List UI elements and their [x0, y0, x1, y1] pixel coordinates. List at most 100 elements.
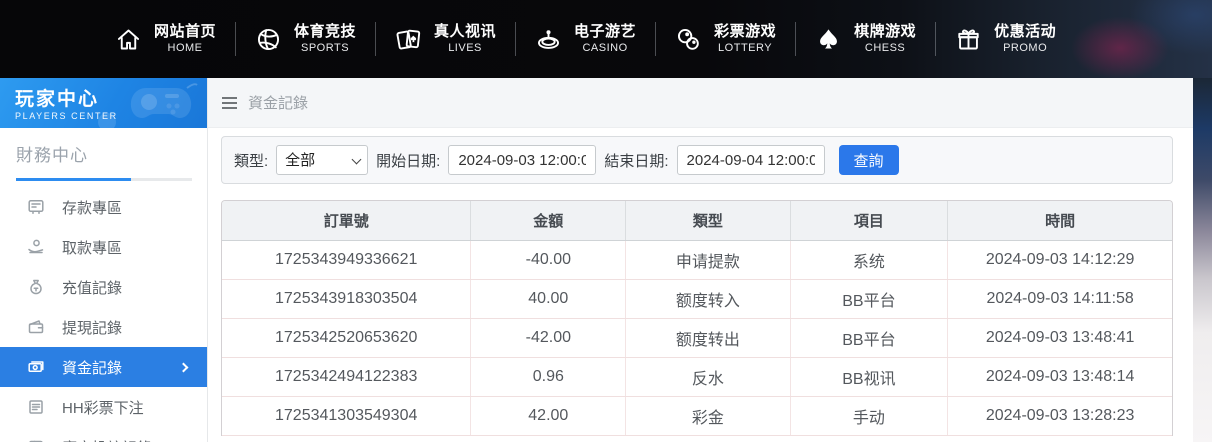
gamepad-decoration-icon — [98, 83, 198, 128]
cell-type: 反水 — [625, 357, 791, 397]
start-date-label: 開始日期: — [376, 152, 441, 170]
nav-label-en: LOTTERY — [718, 41, 773, 54]
cell-time: 2024-09-03 14:11:58 — [947, 279, 1172, 319]
cell-type: 额度转入 — [625, 279, 791, 319]
cell-type: 彩金 — [625, 396, 791, 436]
top-nav: 网站首页 HOME 体育竞技 SPORTS 真人视讯 LIVES 电子游艺 — [0, 0, 1212, 78]
column-header-time: 時間 — [947, 201, 1172, 241]
table-row: 1725343918303504 40.00 额度转入 BB平台 2024-09… — [222, 279, 1172, 319]
cell-time: 2024-09-03 13:28:23 — [947, 396, 1172, 436]
sidebar-item-label: 提現記錄 — [62, 319, 123, 337]
table-row: 1725341303549304 42.00 彩金 手动 2024-09-03 … — [222, 396, 1172, 436]
banknotes-icon — [28, 361, 44, 373]
sidebar-item-label: 存款專區 — [62, 199, 123, 217]
cell-item: 系统 — [789, 240, 948, 280]
nav-item-promo[interactable]: 优惠活动 PROMO — [936, 0, 1075, 78]
lottery-balls-icon — [678, 28, 699, 50]
sidebar-title: 玩家中心 — [15, 89, 100, 110]
sidebar-item-withdrawal-record[interactable]: 提現記錄 — [0, 307, 207, 347]
nav-item-lottery[interactable]: 彩票游戏 LOTTERY — [656, 0, 795, 78]
cell-time: 2024-09-03 14:12:29 — [947, 240, 1172, 280]
room-list-icon — [29, 440, 43, 442]
sidebar-item-room-bet-record[interactable]: 廳室投註記錄 — [0, 427, 207, 442]
cell-order-id: 1725342520653620 — [222, 318, 471, 358]
nav-label-en: LIVES — [448, 41, 482, 54]
finance-section-title: 財務中心 — [16, 146, 88, 165]
end-date-label: 結束日期: — [604, 152, 669, 170]
players-center-header: 玩家中心 PLAYERS CENTER — [0, 78, 207, 128]
sidebar-item-withdraw-zone[interactable]: 取款專區 — [0, 227, 207, 267]
cell-order-id: 1725341303549304 — [222, 396, 471, 436]
cards-icon — [396, 29, 421, 49]
nav-divider — [375, 22, 377, 56]
column-header-type: 類型 — [625, 201, 791, 241]
sidebar-item-hh-lottery-bets[interactable]: HH彩票下注 — [0, 387, 207, 427]
chevron-right-icon — [178, 362, 189, 372]
cell-type: 申请提款 — [625, 240, 791, 280]
sidebar-item-deposit-zone[interactable]: 存款專區 — [0, 187, 207, 227]
nav-item-lives[interactable]: 真人视讯 LIVES — [376, 0, 515, 78]
ball-icon — [257, 28, 280, 50]
cell-amount: 42.00 — [470, 396, 626, 436]
section-rule — [16, 178, 192, 181]
gift-icon — [958, 29, 979, 49]
column-header-amount: 金額 — [470, 201, 626, 241]
start-date-input[interactable] — [448, 145, 597, 175]
nav-item-home[interactable]: 网站首页 HOME — [96, 0, 235, 78]
sidebar-item-recharge-record[interactable]: 充值記錄 — [0, 267, 207, 307]
type-select[interactable]: 全部 — [276, 145, 369, 175]
nav-item-sports[interactable]: 体育竞技 SPORTS — [236, 0, 375, 78]
nav-divider — [935, 22, 937, 56]
cell-amount: 40.00 — [470, 279, 626, 319]
money-bag-icon — [30, 279, 42, 295]
cell-order-id: 1725342494122383 — [222, 357, 471, 397]
search-button[interactable]: 查詢 — [838, 145, 899, 175]
sidebar-item-label: 廳室投註記錄 — [62, 437, 193, 442]
end-date-input[interactable] — [676, 145, 825, 175]
cell-amount: -42.00 — [470, 318, 626, 358]
menu-icon[interactable] — [222, 96, 237, 109]
nav-label-zh: 真人视讯 — [434, 22, 497, 40]
ticket-list-icon — [29, 400, 43, 414]
sidebar-item-label: HH彩票下注 — [62, 399, 144, 417]
hand-coin-icon — [28, 239, 44, 254]
nav-label-zh: 优惠活动 — [994, 22, 1057, 40]
type-label: 類型: — [234, 152, 269, 170]
sidebar: 玩家中心 PLAYERS CENTER 財務中心 存款專區 取款專區 — [0, 78, 208, 442]
page-title: 資金記錄 — [248, 95, 309, 112]
nav-divider — [795, 22, 797, 56]
sidebar-item-label: 資金記錄 — [62, 359, 123, 377]
background-strip — [1193, 78, 1212, 442]
column-header-item: 項目 — [789, 201, 948, 241]
nav-label-en: CHESS — [864, 41, 906, 54]
nav-divider — [655, 22, 657, 56]
sidebar-item-funds-record[interactable]: 資金記錄 — [0, 347, 207, 387]
cell-type: 额度转出 — [625, 318, 791, 358]
home-icon — [117, 29, 140, 49]
main-content: 資金記錄 類型: 全部 開始日期: 結束日期: 查詢 — [208, 78, 1193, 442]
cell-order-id: 1725343918303504 — [222, 279, 471, 319]
cell-item: 手动 — [789, 396, 948, 436]
funds-record-table: 訂單號 金額 類型 項目 時間 1725343949336621 -40.00 — [221, 200, 1173, 436]
column-header-order-id: 訂單號 — [222, 201, 471, 241]
table-header-row: 訂單號 金額 類型 項目 時間 — [222, 201, 1172, 241]
table-row: 1725342520653620 -42.00 额度转出 BB平台 2024-0… — [222, 318, 1172, 358]
nav-label-en: CASINO — [582, 41, 628, 54]
spade-icon — [820, 28, 838, 48]
cell-item: BB视讯 — [789, 357, 948, 397]
nav-label-zh: 电子游艺 — [574, 22, 637, 40]
roulette-icon — [538, 29, 560, 49]
nav-divider — [515, 22, 517, 56]
nav-label-zh: 彩票游戏 — [714, 22, 777, 40]
cell-item: BB平台 — [789, 279, 948, 319]
table-row: 1725342494122383 0.96 反水 BB视讯 2024-09-03… — [222, 357, 1172, 397]
nav-item-chess[interactable]: 棋牌游戏 CHESS — [796, 0, 935, 78]
cell-order-id: 1725343949336621 — [222, 240, 471, 280]
nav-item-casino[interactable]: 电子游艺 CASINO — [516, 0, 655, 78]
cell-time: 2024-09-03 13:48:14 — [947, 357, 1172, 397]
deposit-machine-icon — [28, 200, 44, 215]
wallet-icon — [28, 320, 44, 334]
sidebar-menu: 存款專區 取款專區 充值記錄 提現記錄 資金記錄 — [0, 187, 207, 442]
cell-amount: 0.96 — [470, 357, 626, 397]
